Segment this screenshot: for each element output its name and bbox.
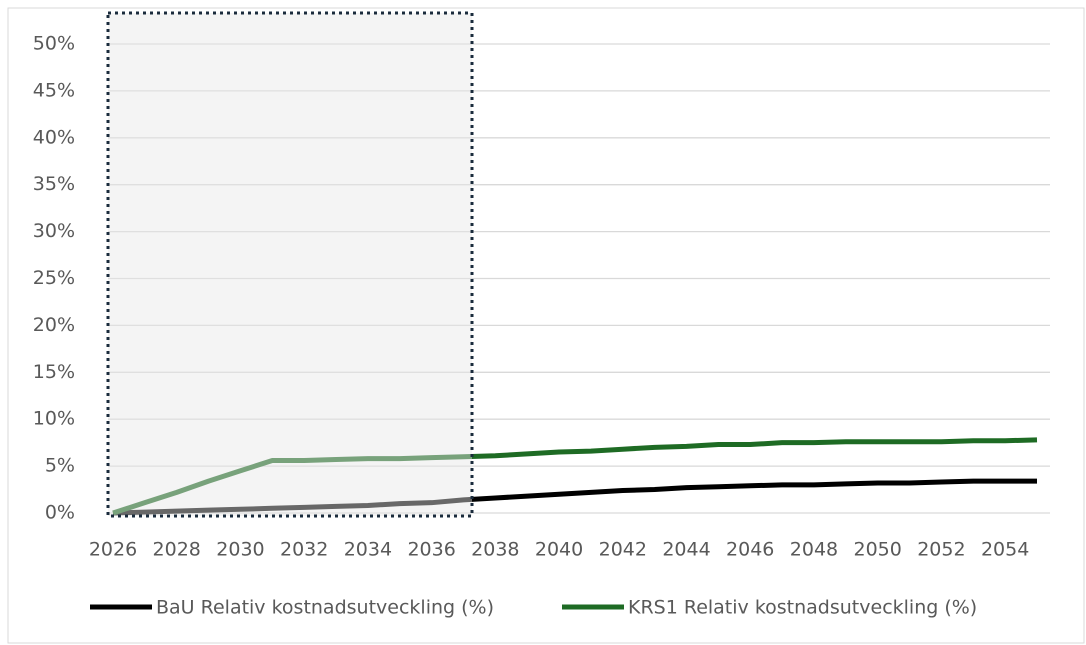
x-tick-label: 2032 bbox=[280, 539, 328, 561]
lines bbox=[112, 437, 1038, 516]
x-tick-label: 2028 bbox=[153, 539, 201, 561]
x-tick-label: 2042 bbox=[599, 539, 647, 561]
y-tick-label: 20% bbox=[33, 314, 75, 336]
x-tick-label: 2026 bbox=[89, 539, 137, 561]
x-tick-label: 2054 bbox=[981, 539, 1029, 561]
y-tick-label: 5% bbox=[45, 455, 75, 477]
x-tick-label: 2030 bbox=[216, 539, 264, 561]
grid bbox=[108, 43, 1050, 514]
x-tick-label: 2040 bbox=[535, 539, 583, 561]
y-tick-label: 0% bbox=[45, 502, 75, 524]
highlight-box bbox=[106, 11, 474, 518]
y-tick-label: 35% bbox=[33, 173, 75, 195]
x-tick-label: 2038 bbox=[471, 539, 519, 561]
x-tick-label: 2046 bbox=[726, 539, 774, 561]
y-tick-label: 15% bbox=[33, 361, 75, 383]
x-tick-label: 2050 bbox=[854, 539, 902, 561]
x-tick-label: 2052 bbox=[917, 539, 965, 561]
x-tick-label: 2048 bbox=[790, 539, 838, 561]
y-tick-label: 10% bbox=[33, 408, 75, 430]
y-tick-label: 30% bbox=[33, 220, 75, 242]
legend-label: BaU Relativ kostnadsutveckling (%) bbox=[156, 597, 494, 619]
y-tick-label: 40% bbox=[33, 126, 75, 148]
legend-label: KRS1 Relativ kostnadsutveckling (%) bbox=[628, 597, 977, 619]
y-tick-label: 50% bbox=[33, 33, 75, 55]
y-tick-label: 25% bbox=[33, 267, 75, 289]
x-tick-label: 2034 bbox=[344, 539, 392, 561]
series-line bbox=[112, 478, 1037, 516]
x-tick-label: 2036 bbox=[407, 539, 455, 561]
labels: 0% 5% 10% 15% 20% 25% 30% 35% 40% 45% 50% 2026 2028 2… bbox=[33, 33, 1030, 619]
series-line bbox=[112, 437, 1038, 516]
y-tick-label: 45% bbox=[33, 79, 75, 101]
x-tick-label: 2044 bbox=[662, 539, 710, 561]
